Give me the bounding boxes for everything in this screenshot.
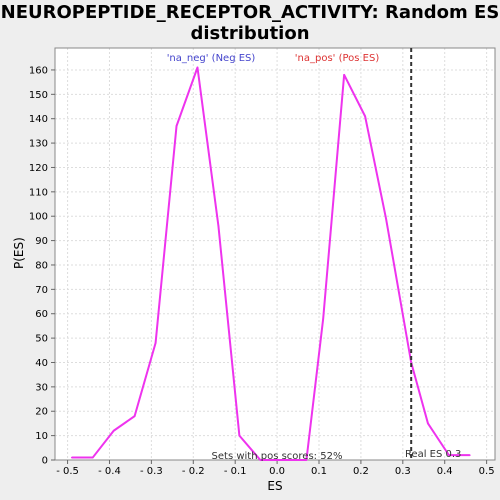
es-data-point [343, 74, 345, 76]
es-data-point [238, 434, 241, 437]
y-tick-label: 60 [35, 309, 48, 320]
y-tick-label: 120 [29, 163, 48, 174]
x-axis-label: ES [267, 479, 283, 493]
es-data-point [112, 429, 115, 432]
y-tick-label: 90 [35, 236, 48, 247]
es-data-point [427, 422, 429, 425]
pos-scores-label: Sets with pos scores: 52% [212, 451, 343, 462]
es-distribution-line [71, 66, 470, 461]
y-tick-label: 100 [29, 212, 48, 223]
es-data-point [217, 225, 220, 227]
es-data-point [276, 459, 278, 461]
y-tick-label: 140 [29, 114, 48, 125]
es-data-point [364, 115, 366, 118]
es-data-point [448, 454, 450, 456]
x-tick-label: 0.0 [269, 466, 285, 477]
es-data-point [322, 317, 324, 320]
x-tick-label: 0.5 [479, 466, 495, 477]
x-tick-label: 0.3 [395, 466, 411, 477]
y-tick-label: 50 [35, 334, 48, 345]
es-data-point [469, 454, 471, 456]
es-data-point [133, 415, 136, 417]
x-tick-label: - 0.1 [224, 466, 247, 477]
y-tick-label: 110 [29, 187, 48, 198]
es-data-point [196, 66, 199, 69]
y-tick-label: 10 [35, 431, 48, 442]
es-data-point [175, 125, 178, 127]
neg-es-label: 'na_neg' (Neg ES) [167, 53, 256, 64]
y-tick-label: 0 [42, 456, 48, 467]
chart-title: NEUROPEPTIDE_RECEPTOR_ACTIVITY: Random E… [0, 2, 500, 44]
x-tick-label: - 0.2 [182, 466, 205, 477]
real-es-label: Real ES 0.3 [405, 449, 461, 460]
x-tick-label: - 0.5 [56, 466, 79, 477]
y-tick-label: 20 [35, 407, 48, 418]
es-data-point [70, 456, 73, 459]
pos-es-label: 'na_pos' (Pos ES) [295, 53, 380, 64]
plot-background [55, 48, 495, 460]
x-tick-label: 0.2 [353, 466, 369, 477]
y-tick-label: 40 [35, 358, 48, 369]
es-data-point [385, 217, 387, 220]
es-data-point [154, 342, 157, 344]
y-tick-label: 70 [35, 285, 48, 296]
x-tick-label: 0.4 [437, 466, 453, 477]
x-tick-label: 0.1 [311, 466, 327, 477]
es-data-point [305, 459, 308, 461]
chart-title-line-1: NEUROPEPTIDE_RECEPTOR_ACTIVITY: Random E… [0, 2, 500, 23]
chart-title-line-2: distribution [190, 23, 310, 44]
y-tick-label: 80 [35, 260, 48, 271]
x-tick-label: - 0.3 [140, 466, 163, 477]
es-data-point [259, 459, 262, 461]
y-tick-label: 160 [29, 65, 48, 76]
y-tick-label: 150 [29, 90, 48, 101]
es-data-point [410, 361, 412, 364]
y-tick-label: 30 [35, 382, 48, 393]
x-tick-label: - 0.4 [98, 466, 121, 477]
y-tick-label: 130 [29, 139, 48, 150]
es-data-point [91, 456, 94, 459]
